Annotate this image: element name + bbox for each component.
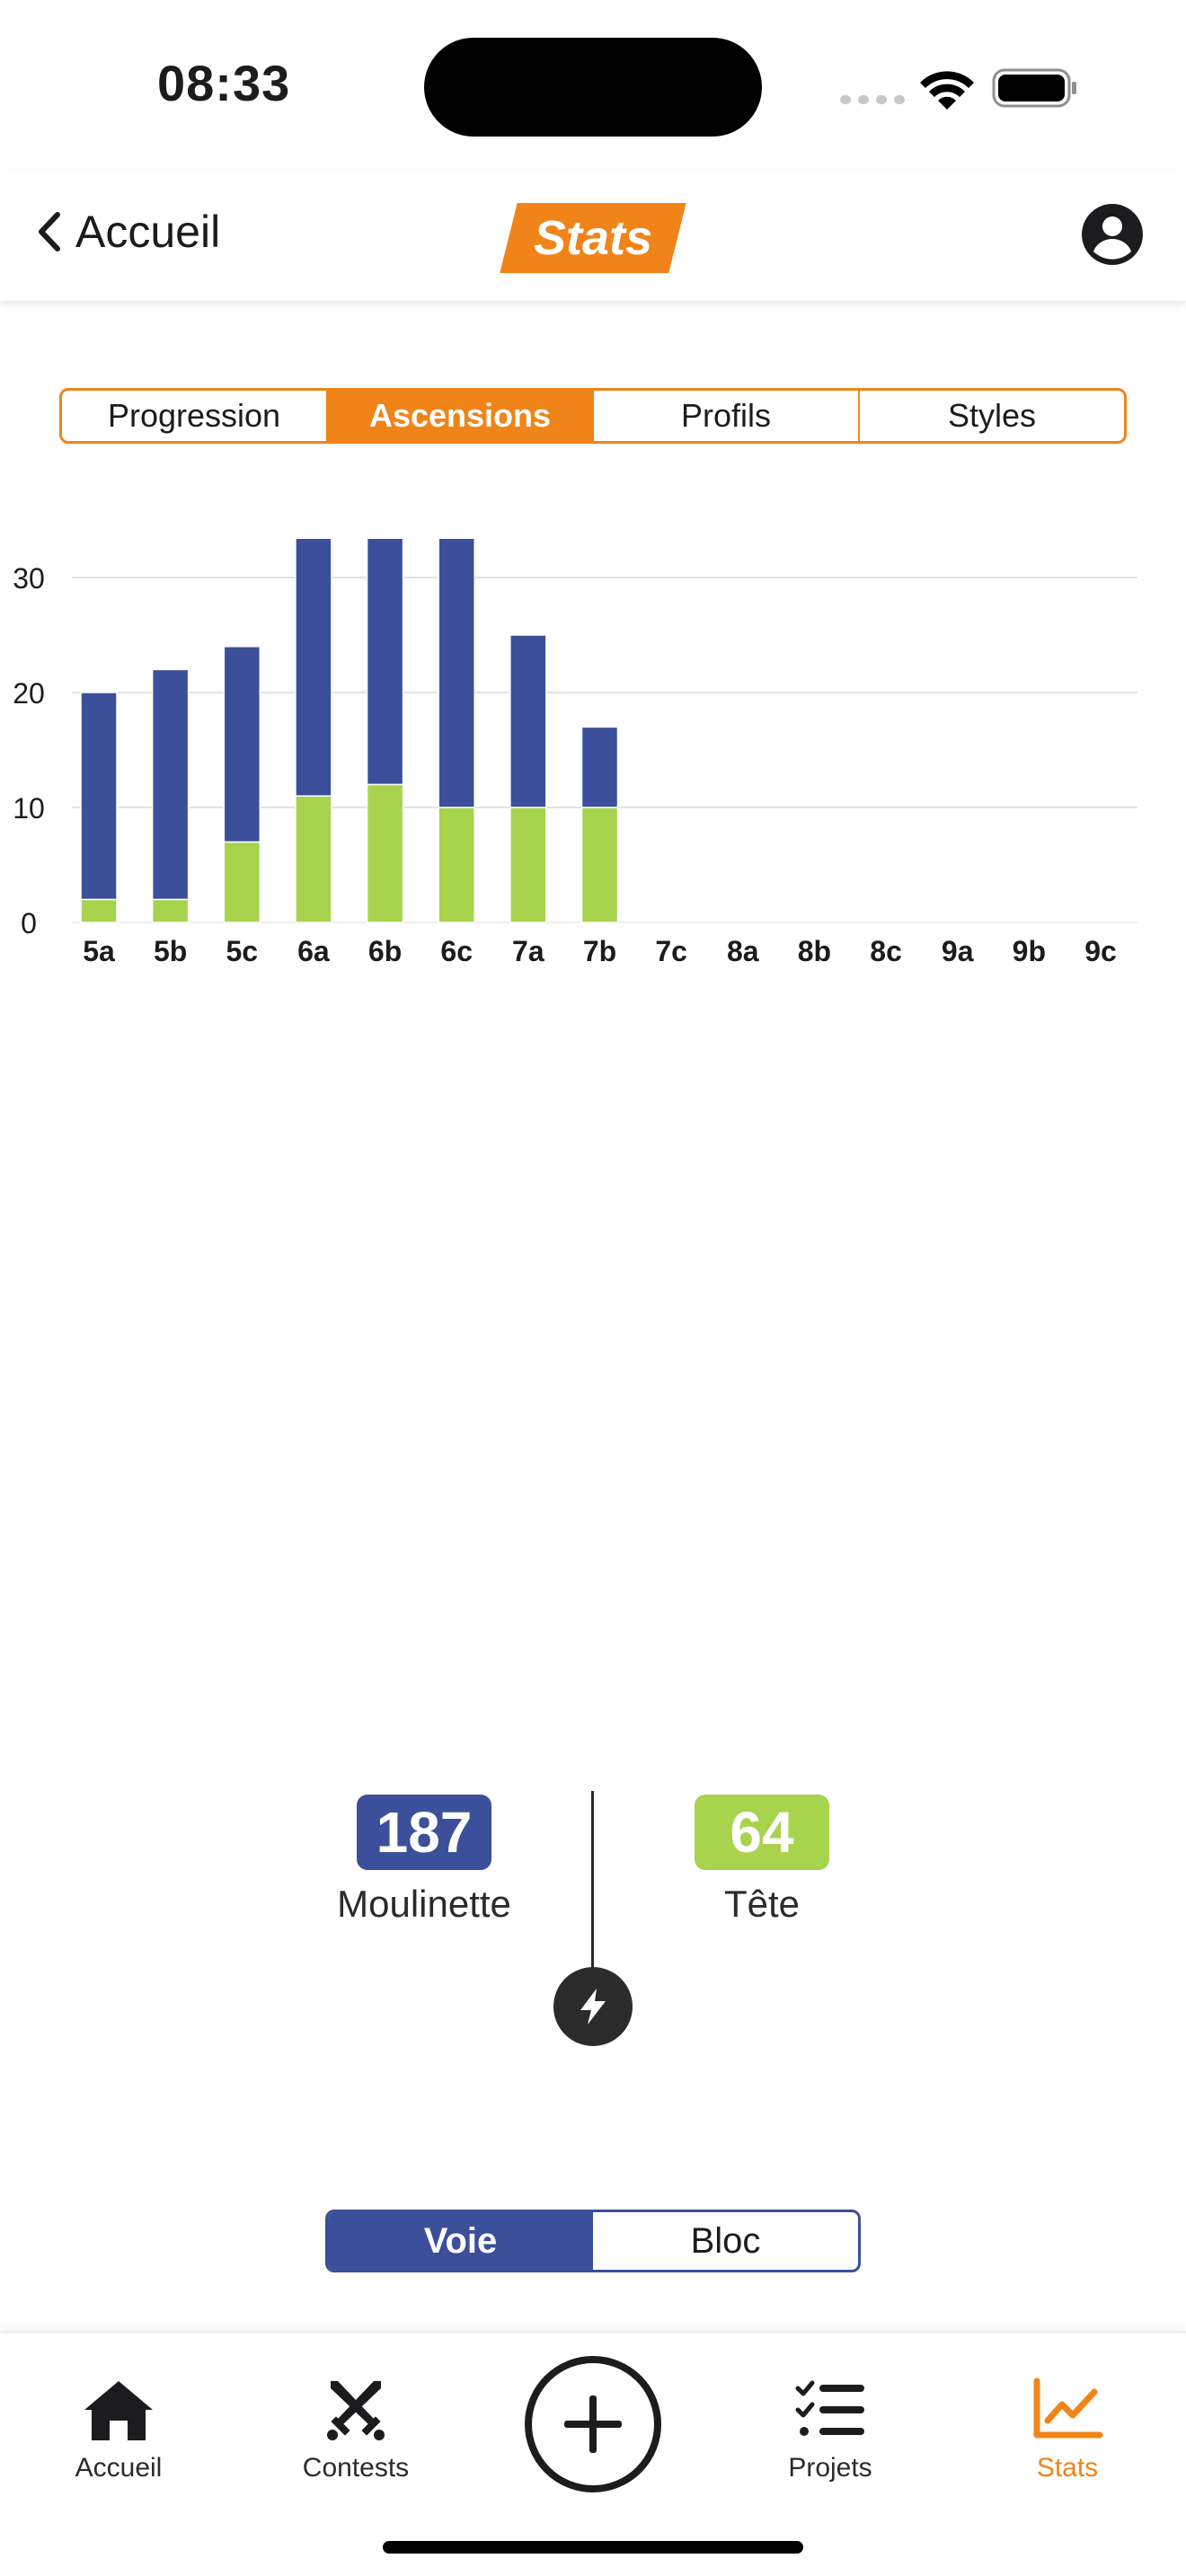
ascension-summary: 187 Moulinette 64 Tête	[0, 1787, 1186, 2057]
wifi-icon	[920, 71, 974, 110]
bar-tete-7a	[509, 807, 547, 923]
back-label: Accueil	[75, 207, 221, 257]
x-tick-label: 9c	[1084, 935, 1117, 967]
y-tick-label: 30	[13, 562, 45, 595]
battery-icon	[992, 68, 1076, 108]
y-tick-label: 10	[13, 792, 45, 825]
x-tick-label: 8a	[727, 935, 759, 967]
tab-bar-accueil-label: Accueil	[75, 2453, 163, 2483]
tete-stat: 64 Tête	[627, 1795, 897, 1926]
x-tick-label: 9b	[1013, 935, 1046, 967]
x-tick-label: 7c	[655, 935, 687, 967]
x-tick-label: 8b	[798, 935, 831, 967]
bar-moulinette-6a	[295, 539, 332, 797]
tab-bar-projets[interactable]: Projets	[740, 2378, 920, 2483]
tab-bar-contests-label: Contests	[302, 2453, 410, 2483]
option-bloc[interactable]: Bloc	[690, 2220, 761, 2261]
bar-tete-5b	[151, 898, 190, 923]
tab-progression[interactable]: Progression	[62, 391, 328, 441]
x-tick-label: 5a	[83, 935, 115, 967]
bar-moulinette-6c	[438, 539, 475, 808]
moulinette-count: 187	[356, 1795, 492, 1870]
lightning-bolt-icon	[580, 1989, 606, 2025]
y-tick-label: 0	[21, 907, 37, 940]
tab-ascensions[interactable]: Ascensions	[328, 391, 594, 441]
home-icon	[84, 2381, 153, 2440]
bar-moulinette-6b	[366, 539, 404, 786]
x-tick-label: 8c	[870, 935, 902, 967]
profile-icon[interactable]	[1081, 203, 1144, 266]
bar-moulinette-7b	[580, 726, 619, 808]
bar-tete-7b	[580, 807, 619, 923]
ascensions-bar-chart: 010203040505a5b5c6a6b6c7a7b7c8a8b8c9a9b9…	[13, 539, 1137, 967]
tab-bar-stats[interactable]: Stats	[978, 2378, 1157, 2483]
back-button[interactable]: Accueil	[36, 203, 220, 260]
moulinette-stat: 187 Moulinette	[289, 1795, 559, 1926]
stats-tabs: Progression Ascensions Profils Styles	[59, 388, 1127, 444]
checklist-icon	[795, 2380, 864, 2436]
climb-type-toggle: Voie Bloc	[325, 2210, 861, 2272]
plus-icon	[564, 2395, 622, 2453]
cellular-signal-icon	[840, 95, 905, 104]
bar-tete-5a	[80, 898, 118, 923]
tab-profils[interactable]: Profils	[594, 391, 860, 441]
x-tick-label: 7b	[583, 935, 616, 967]
bar-moulinette-5c	[223, 646, 261, 843]
y-tick-label: 20	[13, 677, 45, 710]
logo-text: Stats	[533, 211, 653, 265]
x-tick-label: 6a	[297, 935, 330, 967]
tab-bar-accueil[interactable]: Accueil	[29, 2378, 208, 2483]
bar-tete-6b	[366, 783, 404, 923]
x-tick-label: 7a	[512, 935, 544, 967]
summary-divider	[591, 1791, 594, 1989]
bar-tete-5c	[223, 841, 261, 923]
tete-label: Tête	[723, 1883, 801, 1925]
option-voie[interactable]: Voie	[328, 2212, 593, 2270]
x-tick-label: 9a	[942, 935, 974, 967]
tab-bar-stats-label: Stats	[1036, 2453, 1099, 2483]
chevron-left-icon	[39, 212, 60, 251]
quick-action-button[interactable]	[553, 1967, 633, 2046]
tab-styles[interactable]: Styles	[947, 397, 1037, 434]
bar-moulinette-5b	[151, 668, 190, 901]
add-ascension-button[interactable]	[525, 2356, 661, 2492]
x-tick-label: 6b	[368, 935, 402, 967]
x-tick-label: 5c	[226, 935, 258, 967]
stats-logo: Stats	[500, 203, 686, 273]
status-bar: 08:33	[0, 0, 1186, 171]
chart-line-icon	[1033, 2378, 1103, 2439]
moulinette-label: Moulinette	[337, 1883, 511, 1925]
bar-moulinette-7a	[509, 634, 547, 808]
bar-tete-6a	[295, 795, 332, 923]
tab-bar-projets-label: Projets	[788, 2453, 872, 2483]
bar-tete-6c	[438, 807, 475, 923]
status-time: 08:33	[157, 55, 291, 111]
bottom-tab-bar: Accueil Contests Projets	[0, 2332, 1186, 2576]
home-indicator	[383, 2541, 803, 2554]
x-tick-label: 5b	[154, 935, 187, 967]
tete-count: 64	[695, 1795, 829, 1870]
tab-bar-contests[interactable]: Contests	[266, 2378, 446, 2483]
x-tick-label: 6c	[440, 935, 473, 967]
dynamic-island	[424, 38, 762, 137]
swords-icon	[327, 2381, 385, 2440]
bar-moulinette-5a	[80, 692, 118, 901]
navigation-bar: Accueil Stats	[0, 171, 1186, 302]
